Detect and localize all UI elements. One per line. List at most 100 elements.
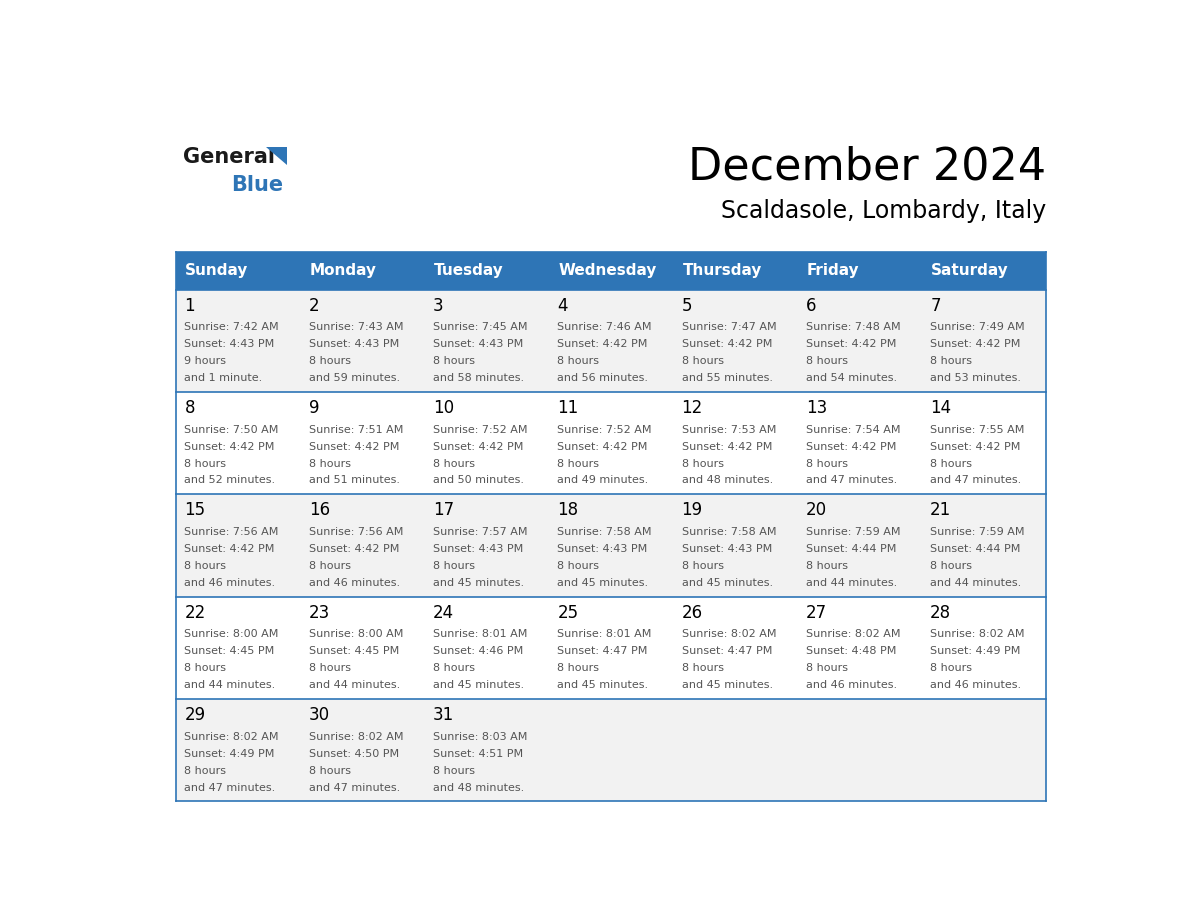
Text: Sunset: 4:42 PM: Sunset: 4:42 PM — [309, 442, 399, 452]
Text: Sunrise: 7:50 AM: Sunrise: 7:50 AM — [184, 424, 279, 434]
Text: 25: 25 — [557, 604, 579, 621]
Text: Sunset: 4:44 PM: Sunset: 4:44 PM — [805, 543, 896, 554]
Text: and 50 minutes.: and 50 minutes. — [432, 476, 524, 486]
Text: 13: 13 — [805, 399, 827, 417]
Text: 8 hours: 8 hours — [309, 766, 350, 776]
Text: 10: 10 — [432, 399, 454, 417]
Text: 11: 11 — [557, 399, 579, 417]
Text: 19: 19 — [682, 501, 703, 520]
Bar — [176, 700, 1047, 801]
Text: Sunrise: 7:59 AM: Sunrise: 7:59 AM — [930, 527, 1025, 537]
Text: 1: 1 — [184, 297, 195, 315]
Text: Sunset: 4:44 PM: Sunset: 4:44 PM — [930, 543, 1020, 554]
Text: Sunrise: 8:00 AM: Sunrise: 8:00 AM — [184, 629, 279, 639]
Text: 2: 2 — [309, 297, 320, 315]
Text: 23: 23 — [309, 604, 330, 621]
Text: 8 hours: 8 hours — [557, 663, 599, 673]
Text: and 46 minutes.: and 46 minutes. — [309, 577, 400, 588]
Text: Sunrise: 7:45 AM: Sunrise: 7:45 AM — [432, 322, 527, 332]
Text: 9: 9 — [309, 399, 320, 417]
Text: 8 hours: 8 hours — [184, 663, 227, 673]
Text: Sunrise: 7:52 AM: Sunrise: 7:52 AM — [557, 424, 652, 434]
Text: 8 hours: 8 hours — [432, 663, 475, 673]
Text: 8 hours: 8 hours — [432, 766, 475, 776]
Text: 8 hours: 8 hours — [805, 561, 848, 571]
Bar — [797, 252, 922, 290]
Bar — [176, 252, 301, 290]
Text: and 46 minutes.: and 46 minutes. — [805, 680, 897, 690]
Text: Tuesday: Tuesday — [434, 263, 504, 278]
Text: and 51 minutes.: and 51 minutes. — [309, 476, 399, 486]
Text: and 47 minutes.: and 47 minutes. — [184, 782, 276, 792]
Text: and 46 minutes.: and 46 minutes. — [184, 577, 276, 588]
Text: 8 hours: 8 hours — [432, 561, 475, 571]
Text: 8 hours: 8 hours — [309, 356, 350, 366]
Text: and 47 minutes.: and 47 minutes. — [805, 476, 897, 486]
Text: and 44 minutes.: and 44 minutes. — [309, 680, 400, 690]
Text: 8 hours: 8 hours — [930, 458, 972, 468]
Text: and 48 minutes.: and 48 minutes. — [432, 782, 524, 792]
Text: Sunset: 4:51 PM: Sunset: 4:51 PM — [432, 748, 523, 758]
Text: 8 hours: 8 hours — [309, 458, 350, 468]
Bar — [176, 392, 1047, 495]
Text: and 45 minutes.: and 45 minutes. — [557, 577, 649, 588]
Text: Sunset: 4:50 PM: Sunset: 4:50 PM — [309, 748, 399, 758]
Text: and 48 minutes.: and 48 minutes. — [682, 476, 773, 486]
Text: Sunset: 4:42 PM: Sunset: 4:42 PM — [184, 442, 274, 452]
Text: Sunrise: 7:47 AM: Sunrise: 7:47 AM — [682, 322, 776, 332]
Text: 14: 14 — [930, 399, 952, 417]
Text: 17: 17 — [432, 501, 454, 520]
Text: Sunrise: 7:46 AM: Sunrise: 7:46 AM — [557, 322, 652, 332]
Text: 8 hours: 8 hours — [805, 663, 848, 673]
Text: 8 hours: 8 hours — [930, 663, 972, 673]
Text: 8 hours: 8 hours — [432, 356, 475, 366]
Text: 9 hours: 9 hours — [184, 356, 227, 366]
Text: 27: 27 — [805, 604, 827, 621]
Text: Sunrise: 7:56 AM: Sunrise: 7:56 AM — [184, 527, 279, 537]
Text: and 1 minute.: and 1 minute. — [184, 373, 263, 383]
Text: 12: 12 — [682, 399, 703, 417]
Text: Friday: Friday — [807, 263, 859, 278]
Text: and 45 minutes.: and 45 minutes. — [682, 680, 772, 690]
Text: Sunset: 4:43 PM: Sunset: 4:43 PM — [432, 339, 523, 349]
Text: Sunday: Sunday — [185, 263, 248, 278]
Text: Sunrise: 7:57 AM: Sunrise: 7:57 AM — [432, 527, 527, 537]
Text: and 44 minutes.: and 44 minutes. — [805, 577, 897, 588]
Text: Sunset: 4:48 PM: Sunset: 4:48 PM — [805, 646, 896, 656]
Text: Sunrise: 8:02 AM: Sunrise: 8:02 AM — [930, 629, 1025, 639]
Text: 8 hours: 8 hours — [184, 766, 227, 776]
Text: and 45 minutes.: and 45 minutes. — [557, 680, 649, 690]
Text: Sunrise: 8:01 AM: Sunrise: 8:01 AM — [557, 629, 652, 639]
Text: Sunset: 4:42 PM: Sunset: 4:42 PM — [184, 543, 274, 554]
Text: Sunrise: 7:59 AM: Sunrise: 7:59 AM — [805, 527, 901, 537]
Bar — [176, 290, 1047, 392]
Text: Sunrise: 7:58 AM: Sunrise: 7:58 AM — [557, 527, 652, 537]
Bar — [425, 252, 549, 290]
Text: Sunset: 4:42 PM: Sunset: 4:42 PM — [557, 442, 647, 452]
Text: 20: 20 — [805, 501, 827, 520]
Text: and 49 minutes.: and 49 minutes. — [557, 476, 649, 486]
Text: Sunrise: 7:43 AM: Sunrise: 7:43 AM — [309, 322, 403, 332]
Text: Sunset: 4:42 PM: Sunset: 4:42 PM — [432, 442, 524, 452]
Text: and 54 minutes.: and 54 minutes. — [805, 373, 897, 383]
Text: 16: 16 — [309, 501, 330, 520]
Text: Sunset: 4:45 PM: Sunset: 4:45 PM — [184, 646, 274, 656]
Text: Sunrise: 7:56 AM: Sunrise: 7:56 AM — [309, 527, 403, 537]
Text: Sunset: 4:42 PM: Sunset: 4:42 PM — [557, 339, 647, 349]
Text: 15: 15 — [184, 501, 206, 520]
Text: Monday: Monday — [310, 263, 377, 278]
Text: Sunrise: 8:02 AM: Sunrise: 8:02 AM — [682, 629, 776, 639]
Text: 31: 31 — [432, 706, 454, 724]
Text: and 47 minutes.: and 47 minutes. — [930, 476, 1022, 486]
Text: Sunset: 4:42 PM: Sunset: 4:42 PM — [309, 543, 399, 554]
Text: Blue: Blue — [232, 175, 284, 196]
Text: Sunrise: 7:49 AM: Sunrise: 7:49 AM — [930, 322, 1025, 332]
Text: General: General — [183, 147, 276, 167]
Text: and 55 minutes.: and 55 minutes. — [682, 373, 772, 383]
Text: Sunrise: 8:01 AM: Sunrise: 8:01 AM — [432, 629, 527, 639]
Text: 8 hours: 8 hours — [557, 458, 599, 468]
Text: Sunset: 4:42 PM: Sunset: 4:42 PM — [682, 442, 772, 452]
Bar — [301, 252, 424, 290]
Text: Sunrise: 7:51 AM: Sunrise: 7:51 AM — [309, 424, 403, 434]
Text: Saturday: Saturday — [931, 263, 1009, 278]
